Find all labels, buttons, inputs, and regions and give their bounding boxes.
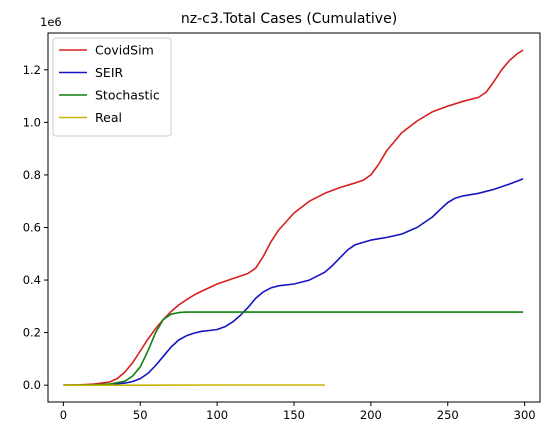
y-tick-label: 1.0 xyxy=(23,115,41,129)
y-tick-label: 1.2 xyxy=(23,63,41,77)
legend-label: SEIR xyxy=(95,65,124,80)
x-tick-label: 250 xyxy=(437,408,459,422)
x-axis: 0 50 100 150 200 250 300 xyxy=(60,402,536,422)
y-scale-label: 1e6 xyxy=(40,15,62,29)
y-tick-label: 0.6 xyxy=(23,220,41,234)
y-axis: 0.0 0.2 0.4 0.6 0.8 1.0 1.2 xyxy=(23,63,48,392)
x-tick-label: 200 xyxy=(360,408,382,422)
legend-label: CovidSim xyxy=(95,43,154,58)
series-line-seir xyxy=(63,178,524,387)
legend-label: Real xyxy=(95,110,122,125)
legend-box xyxy=(52,37,172,137)
legend: CovidSim SEIR Stochastic Real xyxy=(52,37,172,137)
y-tick-label: 0.8 xyxy=(23,168,41,182)
x-tick-label: 50 xyxy=(133,408,148,422)
y-tick-label: 0.4 xyxy=(23,273,41,287)
series-layer xyxy=(63,49,524,387)
series-line-covidsim xyxy=(63,49,524,386)
y-tick-label: 0.2 xyxy=(23,326,41,340)
chart-title: nz-c3.Total Cases (Cumulative) xyxy=(181,11,397,27)
y-tick-label: 0.0 xyxy=(23,378,41,392)
series-line-stochastic xyxy=(63,311,524,386)
x-tick-label: 100 xyxy=(206,408,228,422)
legend-label: Stochastic xyxy=(95,88,160,103)
x-tick-label: 0 xyxy=(60,408,67,422)
x-tick-label: 300 xyxy=(514,408,536,422)
x-tick-label: 150 xyxy=(283,408,305,422)
